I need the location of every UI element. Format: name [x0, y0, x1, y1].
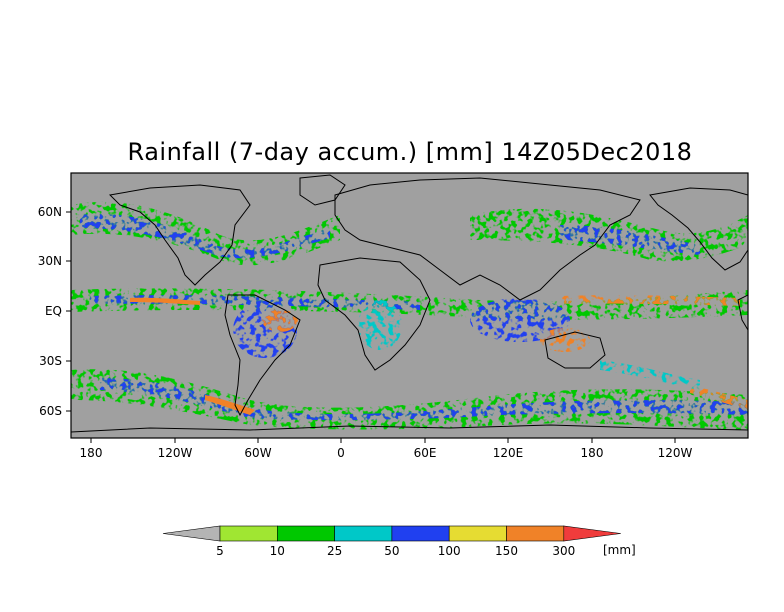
latitude-ticks: 60N 30N EQ 30S 60S: [38, 205, 71, 418]
lat-tick-label: 60S: [39, 404, 62, 418]
lon-tick-label: 60E: [414, 446, 437, 460]
lon-tick-label: 60W: [244, 446, 271, 460]
legend-swatch: [506, 525, 565, 542]
legend-label: 25: [327, 544, 342, 558]
legend-unit: [mm]: [603, 543, 636, 557]
legend-label: 50: [384, 544, 399, 558]
longitude-ticks: 180 120W 60W 0 60E 120E 180 120W: [80, 438, 693, 460]
map-frame: [70, 172, 749, 439]
legend-label: 100: [438, 544, 461, 558]
lon-tick-label: 180: [80, 446, 103, 460]
legend-arrow-high: [563, 525, 621, 542]
lat-tick-label: EQ: [45, 304, 62, 318]
legend-label: 150: [495, 544, 518, 558]
lat-tick-label: 60N: [38, 205, 62, 219]
lat-tick-label: 30N: [38, 254, 62, 268]
lon-tick-label: 120W: [158, 446, 193, 460]
legend-swatch: [391, 525, 450, 542]
legend-label: 300: [552, 544, 575, 558]
lon-tick-label: 0: [337, 446, 345, 460]
map-title: Rainfall (7-day accum.) [mm] 14Z05Dec201…: [127, 138, 693, 166]
lat-tick-label: 30S: [39, 354, 62, 368]
continent-outlines: [71, 174, 748, 433]
legend-swatch: [219, 525, 278, 542]
legend-label: 5: [216, 544, 224, 558]
legend-arrow-low: [162, 525, 221, 542]
legend-swatch: [276, 525, 335, 542]
legend-colorbar: 5 10 25 50 100 150 300 [mm]: [162, 525, 636, 558]
legend-swatch: [334, 525, 393, 542]
lon-tick-label: 120E: [493, 446, 524, 460]
lon-tick-label: 180: [581, 446, 604, 460]
legend-label: 10: [270, 544, 285, 558]
lon-tick-label: 120W: [658, 446, 693, 460]
legend-swatch: [448, 525, 507, 542]
